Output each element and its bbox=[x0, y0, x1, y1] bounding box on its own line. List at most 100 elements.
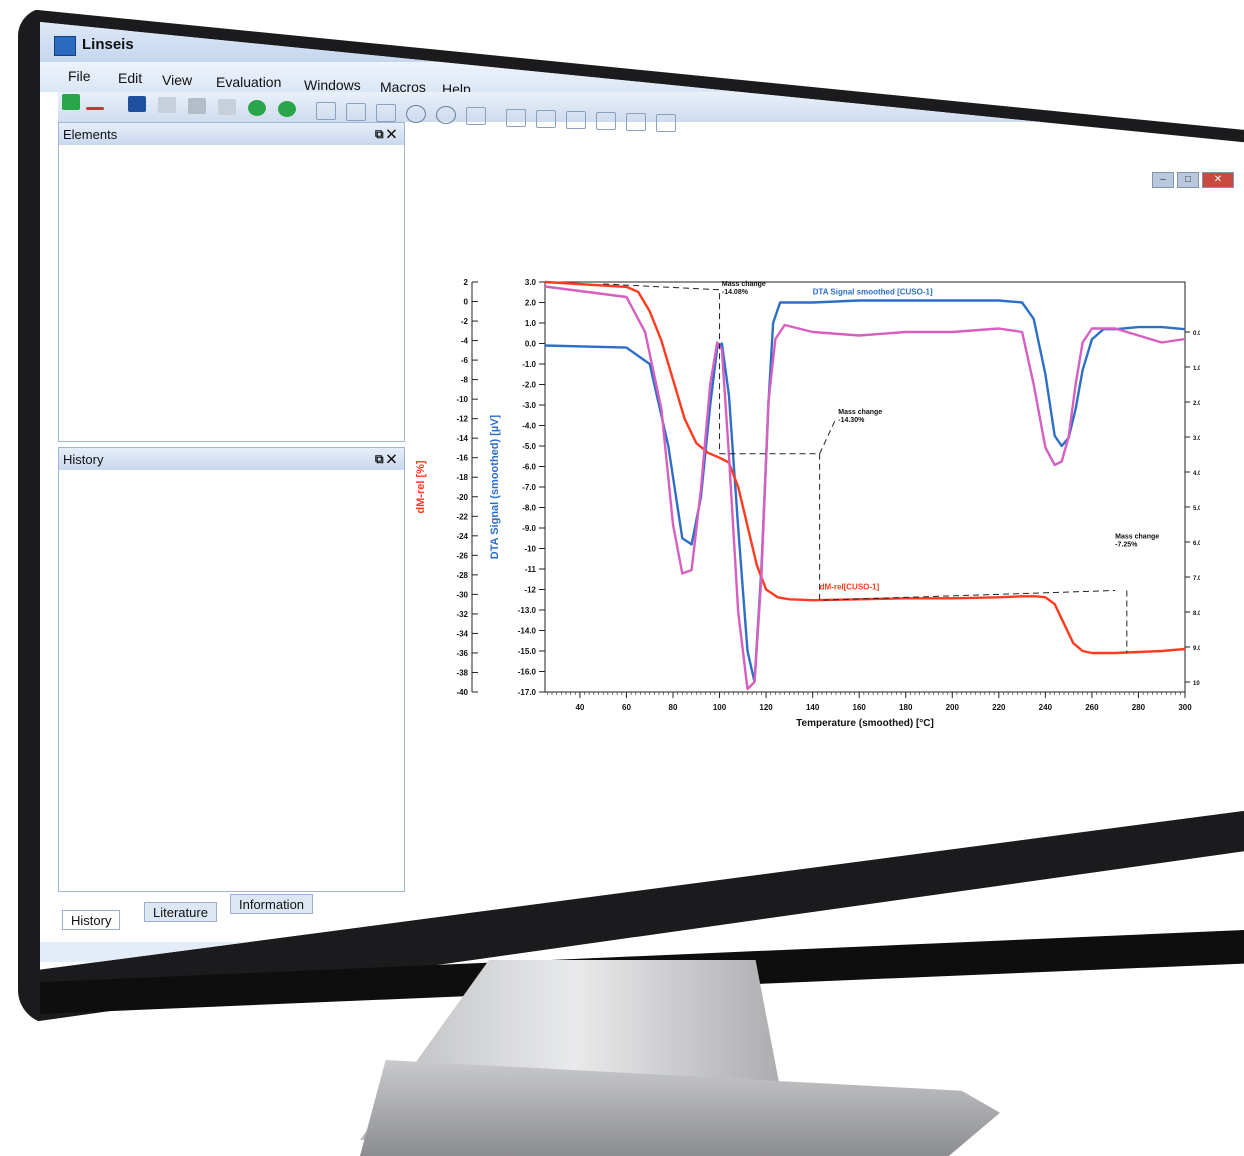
inner-y-tick-label: 3.0 bbox=[525, 278, 537, 287]
inner-y-tick-label: -15.0 bbox=[518, 647, 537, 656]
zoom-icon[interactable] bbox=[406, 105, 426, 123]
dm-series-label: dM-rel[CUSO-1] bbox=[820, 583, 880, 592]
outer-y-tick-label: -2 bbox=[461, 317, 469, 326]
history-panel-controls[interactable]: ⧉ ✕ bbox=[374, 452, 396, 466]
elements-panel-controls[interactable]: ⧉ ✕ bbox=[374, 127, 396, 141]
tab-information[interactable]: Information bbox=[230, 894, 314, 914]
evaluation-tool-icon[interactable] bbox=[596, 112, 616, 130]
x-tick-label: 240 bbox=[1039, 703, 1053, 712]
x-tick-label: 160 bbox=[853, 703, 867, 712]
close-icon[interactable]: ✕ bbox=[1202, 172, 1234, 188]
delete-icon[interactable] bbox=[188, 98, 206, 114]
outer-y-tick-label: -38 bbox=[456, 668, 468, 677]
outer-y-tick-label: -36 bbox=[456, 649, 468, 658]
inner-y-tick-label: 2.0 bbox=[525, 299, 537, 308]
outer-y-tick-label: -22 bbox=[456, 512, 468, 521]
menu-windows[interactable]: Windows bbox=[304, 77, 361, 93]
undo-icon[interactable] bbox=[248, 100, 266, 116]
inner-y-axis-label: DTA Signal (smoothed) [µV] bbox=[489, 414, 501, 559]
menu-evaluation[interactable]: Evaluation bbox=[216, 74, 282, 90]
x-tick-label: 260 bbox=[1085, 703, 1099, 712]
evaluation-tool-icon[interactable] bbox=[626, 113, 646, 131]
inner-y-tick-label: -10 bbox=[524, 545, 536, 554]
series-line-0 bbox=[544, 299, 1186, 683]
x-tick-label: 180 bbox=[899, 703, 913, 712]
tab-history[interactable]: History bbox=[62, 910, 121, 930]
evaluation-tool-icon[interactable] bbox=[506, 109, 526, 127]
chart-tool-icon[interactable] bbox=[346, 103, 366, 121]
mass-change-value-3: -7.25% bbox=[1115, 542, 1138, 549]
mass-change-value-1: -14.08% bbox=[722, 289, 749, 296]
inner-y-tick-label: -12 bbox=[524, 586, 536, 595]
print-icon[interactable] bbox=[218, 99, 236, 115]
outer-y-tick-label: -8 bbox=[461, 376, 469, 385]
outer-y-tick-label: -4 bbox=[461, 337, 469, 346]
right-y-tick-label: 1.0 bbox=[1193, 366, 1200, 372]
app-window: Linseis – □ ✕ File Edit View Evaluation … bbox=[40, 22, 1244, 970]
inner-y-tick-label: -13.0 bbox=[518, 606, 537, 615]
menu-macros[interactable]: Macros bbox=[380, 79, 426, 95]
inner-y-tick-label: 1.0 bbox=[525, 319, 537, 328]
outer-y-tick-label: -14 bbox=[456, 434, 468, 443]
x-tick-label: 200 bbox=[946, 703, 960, 712]
evaluation-tool-icon[interactable] bbox=[566, 111, 586, 129]
outer-y-tick-label: 0 bbox=[464, 298, 469, 307]
redo-icon[interactable] bbox=[278, 101, 296, 117]
x-tick-label: 60 bbox=[622, 703, 631, 712]
chart-tool-icon[interactable] bbox=[316, 102, 336, 120]
chart-tool-icon[interactable] bbox=[376, 104, 396, 122]
thermal-analysis-chart: 40 60 80 100 120 140 160 180 200 220 240 260 280 300 2… bbox=[415, 278, 1200, 729]
inner-y-tick-label: -9.0 bbox=[522, 524, 536, 533]
series-line-1 bbox=[544, 280, 1186, 655]
mass-change-pointer-2 bbox=[819, 418, 837, 455]
new-file-icon[interactable] bbox=[62, 94, 80, 110]
x-tick-label: 220 bbox=[992, 703, 1006, 712]
chart-tool-icon[interactable] bbox=[466, 107, 486, 125]
right-y-tick-label: 7.0 bbox=[1193, 576, 1200, 582]
outer-y-tick-label: -20 bbox=[456, 493, 468, 502]
outer-y-tick-label: -18 bbox=[456, 473, 468, 482]
mass-change-label-2: Mass change bbox=[838, 409, 882, 416]
maximize-icon[interactable]: □ bbox=[1177, 172, 1199, 188]
inner-y-tick-label: -4.0 bbox=[522, 422, 536, 431]
save-as-icon[interactable] bbox=[158, 97, 176, 113]
inner-y-tick-label: -14.0 bbox=[518, 627, 537, 636]
right-y-tick-label: 3.0 bbox=[1193, 436, 1200, 442]
inner-y-tick-label: 0.0 bbox=[525, 340, 537, 349]
inner-y-tick-label: -2.0 bbox=[522, 381, 536, 390]
title-bar: Linseis bbox=[40, 22, 1244, 62]
outer-y-tick-label: -32 bbox=[456, 610, 468, 619]
evaluation-tool-icon[interactable] bbox=[656, 114, 676, 132]
axis-icon[interactable] bbox=[86, 107, 104, 110]
inner-y-tick-label: -11 bbox=[525, 565, 537, 574]
inner-y-tick-label: -7.0 bbox=[522, 483, 536, 492]
elements-panel-title: Elements bbox=[63, 127, 118, 142]
menu-edit[interactable]: Edit bbox=[118, 70, 143, 86]
evaluation-tool-icon[interactable] bbox=[536, 110, 556, 128]
outer-y-tick-label: -16 bbox=[456, 454, 468, 463]
menu-view[interactable]: View bbox=[162, 72, 193, 88]
elements-panel-header: Elements ⧉ ✕ bbox=[59, 123, 404, 145]
right-y-tick-label: 0.0 bbox=[1193, 331, 1200, 337]
outer-y-tick-label: -12 bbox=[456, 415, 468, 424]
history-panel-header: History ⧉ ✕ bbox=[59, 448, 404, 470]
inner-y-tick-label: -3.0 bbox=[522, 401, 536, 410]
panel-tabs: History Literature Information bbox=[58, 890, 403, 950]
outer-y-tick-label: -24 bbox=[456, 532, 468, 541]
save-icon[interactable] bbox=[128, 96, 146, 112]
right-y-tick-label: 6.0 bbox=[1193, 541, 1200, 547]
minimize-icon[interactable]: – bbox=[1152, 172, 1174, 188]
outer-y-tick-label: 2 bbox=[464, 278, 469, 287]
zoom-out-icon[interactable] bbox=[436, 106, 456, 124]
dta-series-label: DTA Signal smoothed [CUSO-1] bbox=[813, 287, 933, 296]
mass-change-line-1 bbox=[603, 283, 721, 454]
x-tick-label: 80 bbox=[669, 703, 678, 712]
outer-y-axis-label: dM-rel [%] bbox=[415, 460, 427, 514]
elements-panel: Elements ⧉ ✕ bbox=[58, 122, 405, 442]
menu-file[interactable]: File bbox=[68, 68, 91, 84]
x-tick-label: 120 bbox=[759, 703, 773, 712]
tab-literature[interactable]: Literature bbox=[144, 902, 217, 922]
inner-y-tick-label: -8.0 bbox=[522, 504, 536, 513]
window-title: Linseis bbox=[82, 36, 134, 53]
outer-y-tick-label: -28 bbox=[456, 571, 468, 580]
